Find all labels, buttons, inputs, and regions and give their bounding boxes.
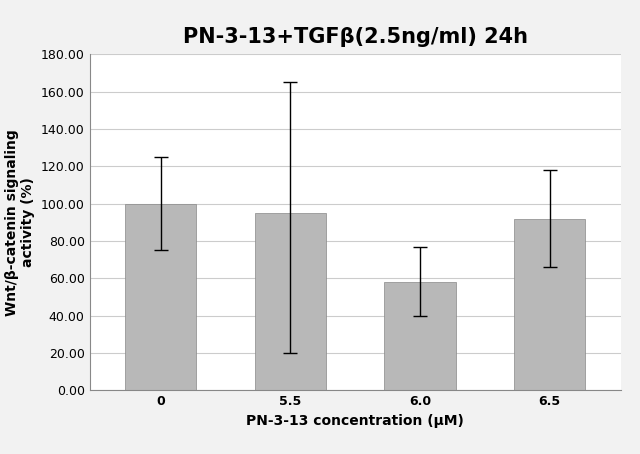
Bar: [125, 204, 196, 390]
Title: PN-3-13+TGFβ(2.5ng/ml) 24h: PN-3-13+TGFβ(2.5ng/ml) 24h: [182, 27, 528, 47]
Bar: [255, 213, 326, 390]
Y-axis label: Wnt/β-catenin signaling
activity (%): Wnt/β-catenin signaling activity (%): [5, 129, 35, 316]
Bar: [385, 282, 456, 390]
Bar: [514, 219, 585, 390]
X-axis label: PN-3-13 concentration (μM): PN-3-13 concentration (μM): [246, 414, 464, 428]
